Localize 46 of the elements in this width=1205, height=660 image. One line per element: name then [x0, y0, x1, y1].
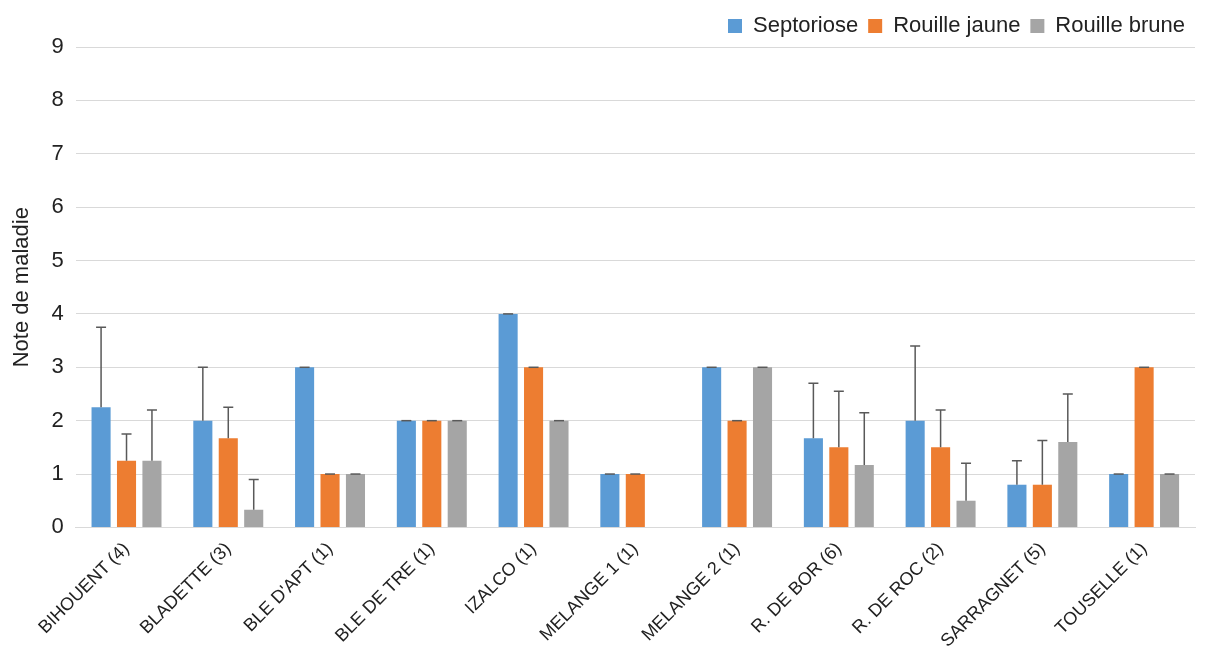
legend-label: Septoriose — [752, 12, 859, 38]
y-tick-label: 7 — [51, 139, 64, 165]
legend-label: Rouille jaune — [893, 12, 1021, 38]
bar — [218, 438, 238, 527]
bar — [1058, 442, 1078, 527]
bar — [956, 500, 976, 527]
bar — [345, 474, 366, 527]
bar — [498, 313, 518, 527]
bar — [600, 474, 620, 527]
bar — [829, 447, 849, 527]
bar — [1160, 474, 1180, 527]
bar — [1007, 484, 1027, 527]
y-tick-label: 4 — [51, 299, 64, 325]
bar — [702, 367, 722, 527]
bar — [91, 407, 111, 527]
bar — [396, 420, 416, 527]
bar — [1134, 367, 1154, 527]
bar — [752, 367, 773, 527]
bar — [295, 367, 315, 527]
bar — [549, 420, 569, 527]
bar — [524, 367, 544, 527]
bar — [320, 474, 340, 527]
bar — [422, 420, 442, 527]
bar — [244, 509, 264, 527]
legend-label: Rouille brune — [1055, 12, 1185, 38]
y-tick-label: 3 — [51, 353, 64, 379]
bar — [931, 447, 951, 527]
bar — [854, 464, 874, 527]
y-tick-label: 5 — [51, 246, 64, 272]
bar — [447, 420, 467, 527]
bar — [625, 474, 645, 527]
bar — [727, 420, 747, 527]
y-axis-title: Note de maladie — [8, 207, 34, 368]
bar — [803, 438, 823, 527]
bar — [116, 460, 137, 527]
bar — [905, 420, 925, 527]
y-tick-label: 0 — [51, 513, 64, 539]
bar — [193, 420, 213, 527]
bar — [1109, 474, 1129, 527]
bar — [142, 460, 162, 527]
y-tick-label: 1 — [51, 460, 64, 486]
y-tick-label: 8 — [51, 86, 64, 112]
y-tick-label: 6 — [51, 193, 64, 219]
y-tick-label: 9 — [51, 33, 64, 59]
y-tick-label: 2 — [51, 406, 64, 432]
bar — [1032, 484, 1052, 527]
